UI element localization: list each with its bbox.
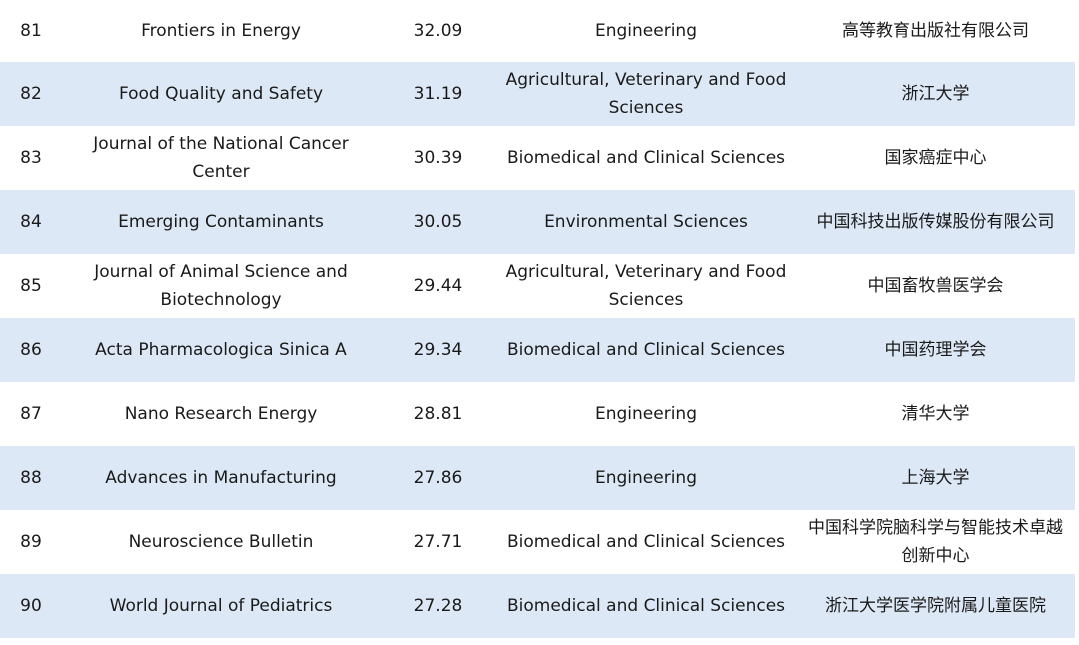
publisher-cell: 中国药理学会 [884, 340, 987, 360]
journal-title-cell: Nano Research Energy [124, 404, 318, 424]
score-cell: 27.71 [413, 532, 463, 552]
table-row: 81 Frontiers in Energy 32.09 Engineering… [0, 0, 1075, 62]
subject-field-cell: Biomedical and Clinical Sciences [506, 148, 786, 168]
journal-title-cell: Journal of the National Cancer Center [93, 134, 349, 182]
journal-title-cell: Emerging Contaminants [118, 212, 324, 232]
journal-title-cell: Frontiers in Energy [141, 21, 301, 41]
subject-field-cell: Engineering [595, 21, 697, 41]
table-row: 85 Journal of Animal Science and Biotech… [0, 254, 1075, 318]
rank-cell: 82 [20, 84, 42, 104]
subject-field-cell: Engineering [595, 404, 697, 424]
subject-field-cell: Agricultural, Veterinary and Food Scienc… [505, 70, 787, 118]
publisher-cell: 清华大学 [901, 404, 970, 424]
table-row: 89 Neuroscience Bulletin 27.71 Biomedica… [0, 510, 1075, 574]
table-row: 86 Acta Pharmacologica Sinica A 29.34 Bi… [0, 318, 1075, 382]
rank-cell: 87 [20, 404, 42, 424]
table-row: 82 Food Quality and Safety 31.19 Agricul… [0, 62, 1075, 126]
table-row: 84 Emerging Contaminants 30.05 Environme… [0, 190, 1075, 254]
subject-field-cell: Engineering [595, 468, 697, 488]
subject-field-cell: Biomedical and Clinical Sciences [506, 596, 786, 616]
rank-cell: 90 [20, 596, 42, 616]
journal-title-cell: World Journal of Pediatrics [109, 596, 333, 616]
score-cell: 29.44 [413, 276, 463, 296]
score-cell: 32.09 [413, 21, 463, 41]
table-row: 90 World Journal of Pediatrics 27.28 Bio… [0, 574, 1075, 638]
journal-title-cell: Food Quality and Safety [118, 84, 324, 104]
publisher-cell: 浙江大学 [901, 84, 970, 104]
publisher-cell: 上海大学 [901, 468, 970, 488]
rank-cell: 84 [20, 212, 42, 232]
table-row: 87 Nano Research Energy 28.81 Engineerin… [0, 382, 1075, 446]
rank-cell: 81 [20, 21, 42, 41]
publisher-cell: 中国畜牧兽医学会 [867, 276, 1004, 296]
score-cell: 27.86 [413, 468, 463, 488]
subject-field-cell: Agricultural, Veterinary and Food Scienc… [505, 262, 787, 310]
journal-title-cell: Neuroscience Bulletin [128, 532, 314, 552]
journal-title-cell: Acta Pharmacologica Sinica A [95, 340, 347, 360]
publisher-cell: 中国科技出版传媒股份有限公司 [816, 212, 1055, 232]
rank-cell: 85 [20, 276, 42, 296]
subject-field-cell: Biomedical and Clinical Sciences [506, 532, 786, 552]
score-cell: 27.28 [413, 596, 463, 616]
journal-title-cell: Advances in Manufacturing [105, 468, 337, 488]
score-cell: 31.19 [413, 84, 463, 104]
score-cell: 30.39 [413, 148, 463, 168]
publisher-cell: 中国科学院脑科学与智能技术卓越创新中心 [808, 518, 1063, 566]
subject-field-cell: Environmental Sciences [544, 212, 748, 232]
score-cell: 28.81 [413, 404, 463, 424]
rank-cell: 86 [20, 340, 42, 360]
publisher-cell: 浙江大学医学院附属儿童医院 [825, 596, 1046, 616]
table-row: 83 Journal of the National Cancer Center… [0, 126, 1075, 190]
publisher-cell: 国家癌症中心 [884, 148, 987, 168]
journal-title-cell: Journal of Animal Science and Biotechnol… [94, 262, 348, 310]
rank-cell: 83 [20, 148, 42, 168]
subject-field-cell: Biomedical and Clinical Sciences [506, 340, 786, 360]
rank-cell: 88 [20, 468, 42, 488]
table-row: 88 Advances in Manufacturing 27.86 Engin… [0, 446, 1075, 510]
score-cell: 30.05 [413, 212, 463, 232]
publisher-cell: 高等教育出版社有限公司 [842, 21, 1029, 41]
score-cell: 29.34 [413, 340, 463, 360]
rank-cell: 89 [20, 532, 42, 552]
